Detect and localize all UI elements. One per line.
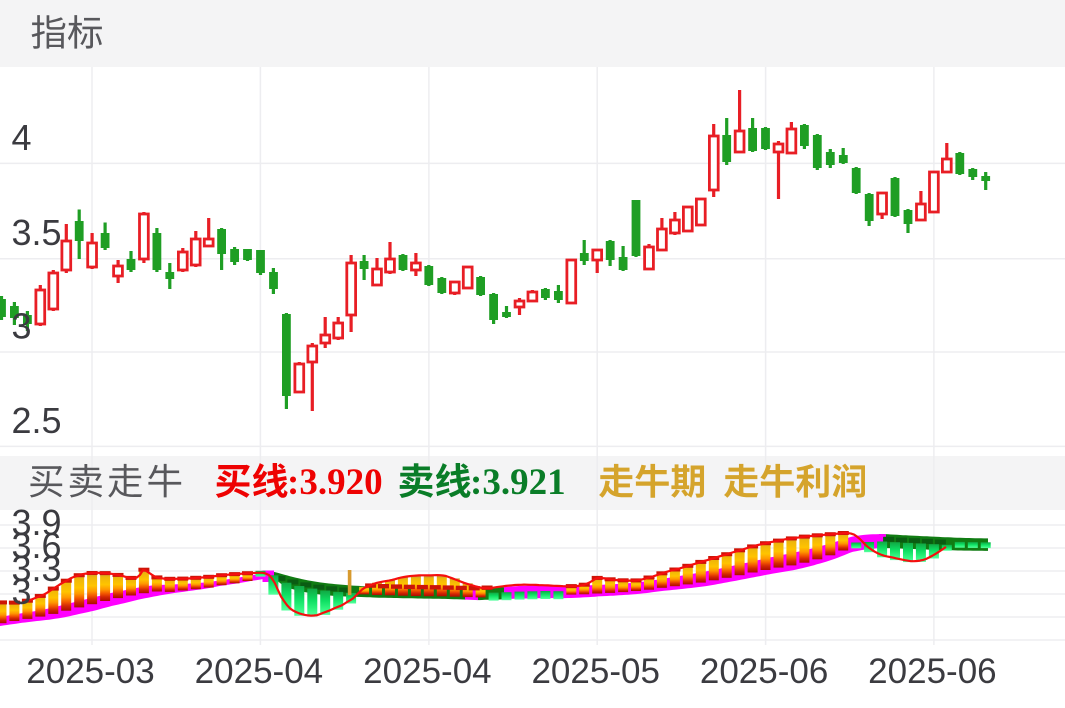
svg-text::3.920: :3.920 xyxy=(287,462,383,503)
svg-text:2025-04: 2025-04 xyxy=(363,652,491,691)
svg-text:4: 4 xyxy=(12,117,32,158)
svg-text:3: 3 xyxy=(12,305,32,346)
svg-text:2025-03: 2025-03 xyxy=(26,652,154,691)
svg-text:2025-04: 2025-04 xyxy=(195,652,323,691)
svg-text:3: 3 xyxy=(12,571,32,612)
svg-text:2025-06: 2025-06 xyxy=(700,652,828,691)
svg-text::3.921: :3.921 xyxy=(470,462,566,503)
svg-text:2025-05: 2025-05 xyxy=(531,652,659,691)
svg-text:3.6: 3.6 xyxy=(12,525,62,566)
svg-text:3.9: 3.9 xyxy=(12,502,62,543)
svg-text:2.5: 2.5 xyxy=(12,400,62,441)
svg-text:3.5: 3.5 xyxy=(12,212,62,253)
svg-text:2025-06: 2025-06 xyxy=(868,652,996,691)
svg-text:3.3: 3.3 xyxy=(12,548,62,589)
